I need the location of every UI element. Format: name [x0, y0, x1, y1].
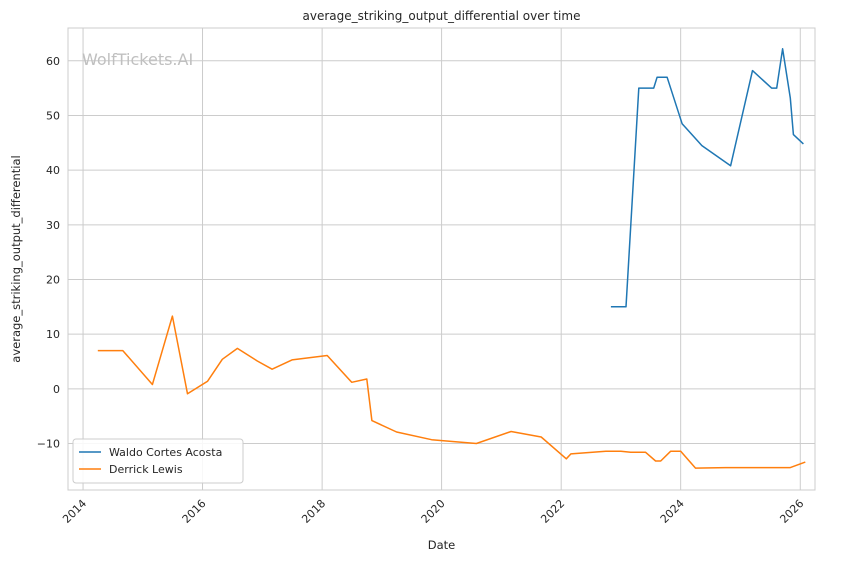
series-line-1 [610, 48, 804, 308]
y-axis-ticks: −10 0 10 20 30 40 50 60 [37, 55, 60, 451]
y-tick-label: −10 [37, 438, 60, 451]
y-tick-label: 0 [53, 383, 60, 396]
watermark-text: WolfTickets.AI [82, 50, 193, 69]
y-tick-label: 40 [46, 164, 60, 177]
y-tick-label: 60 [46, 55, 60, 68]
legend-frame [72, 438, 244, 484]
y-tick-label: 50 [46, 109, 60, 122]
y-tick-label: 30 [46, 219, 60, 232]
y-axis-label: average_striking_output_differential [9, 155, 23, 362]
y-tick-label: 20 [46, 274, 60, 287]
series-layer [97, 48, 806, 469]
y-tick-label: 10 [46, 328, 60, 341]
x-axis-label: Date [428, 538, 456, 552]
legend-label: Derrick Lewis [109, 463, 183, 476]
legend-label: Waldo Cortes Acosta [109, 446, 222, 459]
plot-frame [67, 27, 816, 491]
chart-title: average_striking_output_differential ove… [303, 9, 581, 23]
legend: Waldo Cortes Acosta Derrick Lewis [72, 438, 244, 484]
series-line-2 [97, 315, 806, 469]
